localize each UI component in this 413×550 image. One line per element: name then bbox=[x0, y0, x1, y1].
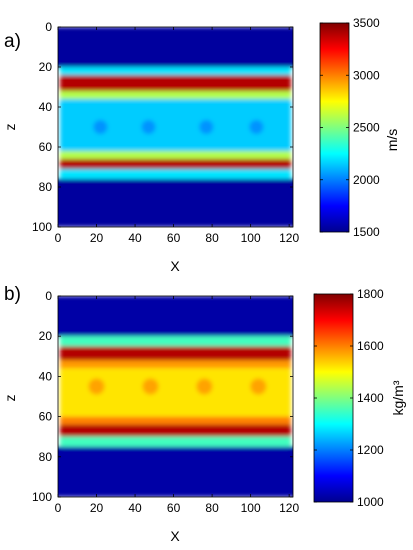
panel-b-colorbar-label-text: kg/m³ bbox=[390, 380, 406, 415]
y-tick-label: 0 bbox=[45, 20, 52, 34]
colorbar-tick-label: 1800 bbox=[357, 287, 384, 301]
colorbar-tick-label: 1000 bbox=[357, 495, 384, 509]
x-tick-label: 20 bbox=[90, 501, 104, 515]
panel-a-colorbar-label: m/s bbox=[384, 129, 400, 152]
heatmap-layer bbox=[60, 67, 291, 75]
x-tick-label: 80 bbox=[205, 231, 219, 245]
colorbar-tick-label: 1500 bbox=[353, 225, 380, 239]
colorbar-tick-label: 1600 bbox=[357, 339, 384, 353]
heatmap-inclusion bbox=[249, 120, 264, 134]
panel-b-x-axis-label: X bbox=[170, 528, 180, 544]
panel-a-colorbar-ticks: 1500 2000 2500 3000 3500 bbox=[320, 16, 380, 239]
heatmap-layer bbox=[60, 169, 291, 179]
heatmap-layer bbox=[60, 424, 291, 437]
heatmap-layer bbox=[60, 75, 291, 91]
colorbar-tick-label: 3500 bbox=[353, 16, 380, 30]
x-tick-label: 0 bbox=[55, 501, 62, 515]
heatmap-layer bbox=[58, 446, 293, 497]
y-tick-label: 40 bbox=[39, 369, 53, 383]
y-tick-label: 40 bbox=[39, 100, 53, 114]
colorbar-tick-label: 2500 bbox=[353, 121, 380, 135]
y-tick-label: 80 bbox=[39, 180, 53, 194]
panel-a-y-axis-label: z bbox=[2, 124, 18, 131]
heatmap-layer bbox=[60, 360, 291, 369]
x-tick-label: 60 bbox=[167, 231, 181, 245]
x-tick-label: 0 bbox=[55, 231, 62, 245]
heatmap-layer bbox=[60, 151, 291, 159]
y-tick-label: 100 bbox=[32, 490, 52, 504]
y-tick-label: 100 bbox=[32, 220, 52, 234]
heatmap-inclusion bbox=[199, 120, 214, 134]
panel-b-y-ticks: 0 20 40 60 80 100 bbox=[32, 289, 293, 504]
panel-a-plot-frame bbox=[57, 26, 294, 228]
heatmap-inclusion bbox=[250, 378, 267, 395]
panel-a-y-ticks: 0 20 40 60 80 100 bbox=[32, 20, 293, 234]
panel-a-x-axis-label: X bbox=[170, 258, 180, 274]
panel-a-colorbar-gradient bbox=[319, 22, 350, 233]
heatmap-layer bbox=[60, 436, 291, 447]
x-tick-label: 60 bbox=[167, 501, 181, 515]
panel-a-heatmap bbox=[58, 27, 293, 227]
panel-b-colorbar: 1000 1200 1400 1600 1800 kg/m³ bbox=[313, 287, 406, 509]
x-tick-label: 40 bbox=[128, 231, 142, 245]
x-tick-label: 20 bbox=[90, 231, 104, 245]
x-tick-label: 120 bbox=[279, 501, 299, 515]
panel-b-colorbar-gradient bbox=[313, 293, 354, 503]
y-tick-label: 60 bbox=[39, 140, 53, 154]
heatmap-inclusion bbox=[141, 120, 156, 134]
x-tick-label: 120 bbox=[279, 231, 299, 245]
x-tick-label: 80 bbox=[205, 501, 219, 515]
panel-b-y-axis-label: z bbox=[2, 395, 18, 402]
heatmap-layer bbox=[58, 27, 293, 67]
y-tick-label: 60 bbox=[39, 410, 53, 424]
panel-b-colorbar-ticks: 1000 1200 1400 1600 1800 bbox=[314, 287, 384, 509]
panel-a: a) z X 0 20 40 60 80 100 120 0 20 40 60 80 100 1500… bbox=[2, 16, 400, 274]
x-tick-label: 100 bbox=[241, 231, 261, 245]
colorbar-tick-label: 2000 bbox=[353, 173, 380, 187]
panel-b-label: b) bbox=[4, 284, 21, 305]
heatmap-layer bbox=[60, 91, 291, 99]
panel-b-colorbar-label: kg/m³ bbox=[390, 380, 406, 415]
y-tick-label: 20 bbox=[39, 329, 53, 343]
panel-a-x-ticks: 0 20 40 60 80 100 120 bbox=[55, 27, 299, 245]
heatmap-layer bbox=[60, 159, 291, 169]
heatmap-inclusion bbox=[196, 378, 213, 395]
heatmap-layer bbox=[60, 346, 291, 361]
y-tick-label: 0 bbox=[45, 289, 52, 303]
panel-b-plot-frame bbox=[57, 295, 294, 498]
colorbar-tick-label: 1200 bbox=[357, 443, 384, 457]
panel-b-heatmap bbox=[58, 296, 293, 497]
heatmap-inclusion bbox=[93, 120, 108, 134]
panel-b: b) z X 0 20 40 60 80 100 120 0 20 40 60 80 100 1000… bbox=[2, 284, 406, 544]
y-tick-label: 20 bbox=[39, 60, 53, 74]
colorbar-tick-label: 1400 bbox=[357, 391, 384, 405]
panel-b-x-ticks: 0 20 40 60 80 100 120 bbox=[55, 296, 299, 515]
heatmap-layer bbox=[58, 179, 293, 227]
heatmap-layer bbox=[60, 416, 291, 425]
panel-a-label: a) bbox=[4, 31, 21, 52]
heatmap-layer bbox=[58, 296, 293, 337]
heatmap-inclusion bbox=[88, 378, 105, 395]
panel-a-colorbar: 1500 2000 2500 3000 3500 m/s bbox=[319, 16, 400, 239]
colorbar-tick-label: 3000 bbox=[353, 68, 380, 82]
x-tick-label: 40 bbox=[128, 501, 142, 515]
x-tick-label: 100 bbox=[241, 501, 261, 515]
y-tick-label: 80 bbox=[39, 450, 53, 464]
heatmap-layer bbox=[60, 336, 291, 347]
heatmap-inclusion bbox=[142, 378, 159, 395]
